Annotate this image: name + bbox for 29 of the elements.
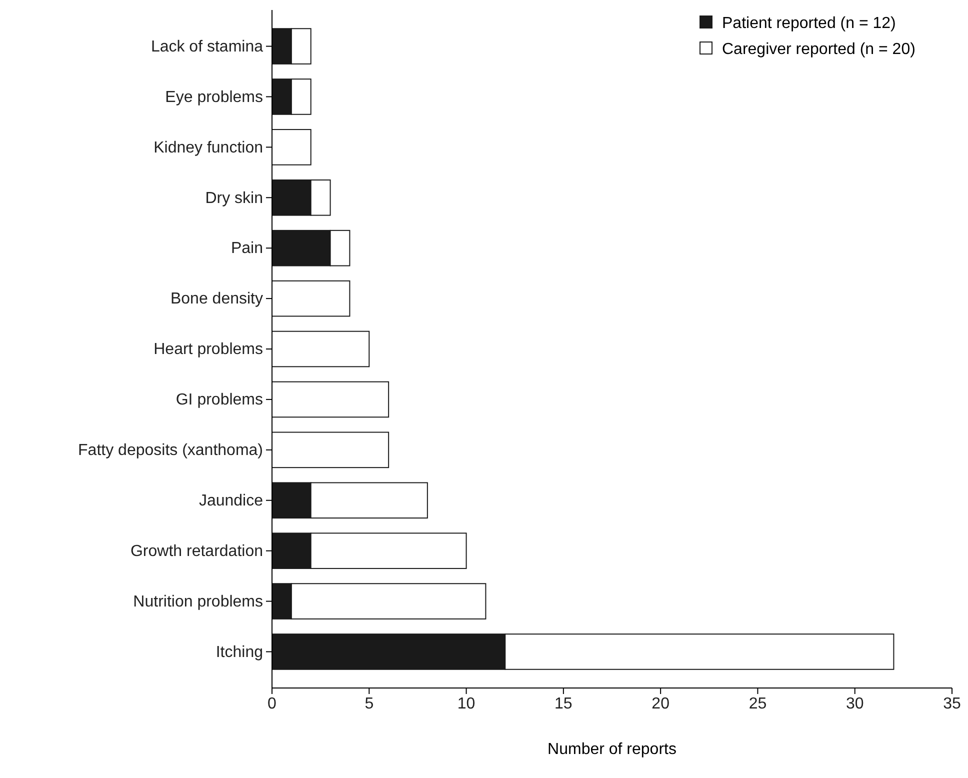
y-tick-label: Fatty deposits (xanthoma) (78, 442, 263, 460)
x-tick-label: 20 (652, 695, 670, 712)
x-tick-label: 35 (943, 695, 961, 712)
bar (272, 330, 370, 368)
x-tick-label: 25 (748, 695, 767, 712)
x-tick-label: 5 (364, 695, 374, 712)
legend-label: Caregiver reported (n = 20) (722, 41, 916, 58)
y-tick-label: GI problems (176, 392, 263, 409)
legend-label: Patient reported (n = 12) (722, 15, 896, 32)
bar (272, 129, 312, 166)
x-axis-title: Number of reports (548, 741, 676, 758)
x-tick-label: 10 (457, 695, 476, 712)
x-tick-label: 0 (268, 695, 277, 712)
bar (272, 280, 350, 317)
y-tick-label: Kidney function (154, 139, 263, 156)
x-tick-label: 15 (554, 695, 572, 712)
y-tick-label: Itching (216, 644, 263, 661)
y-tick-label: Lack of stamina (150, 38, 264, 56)
y-tick-label: Eye problems (165, 88, 263, 106)
y-tick-label: Pain (230, 240, 263, 258)
y-tick-label: Jaundice (198, 492, 264, 510)
y-tick-label: Heart problems (154, 341, 263, 358)
y-tick-label: Growth retardation (130, 542, 263, 560)
y-tick-label: Dry skin (205, 190, 263, 207)
bar (272, 381, 390, 418)
y-tick-label: Nutrition problems (133, 593, 263, 610)
bar (272, 432, 390, 468)
y-tick-label: Bone density (170, 290, 263, 308)
x-tick-label: 30 (846, 695, 864, 712)
